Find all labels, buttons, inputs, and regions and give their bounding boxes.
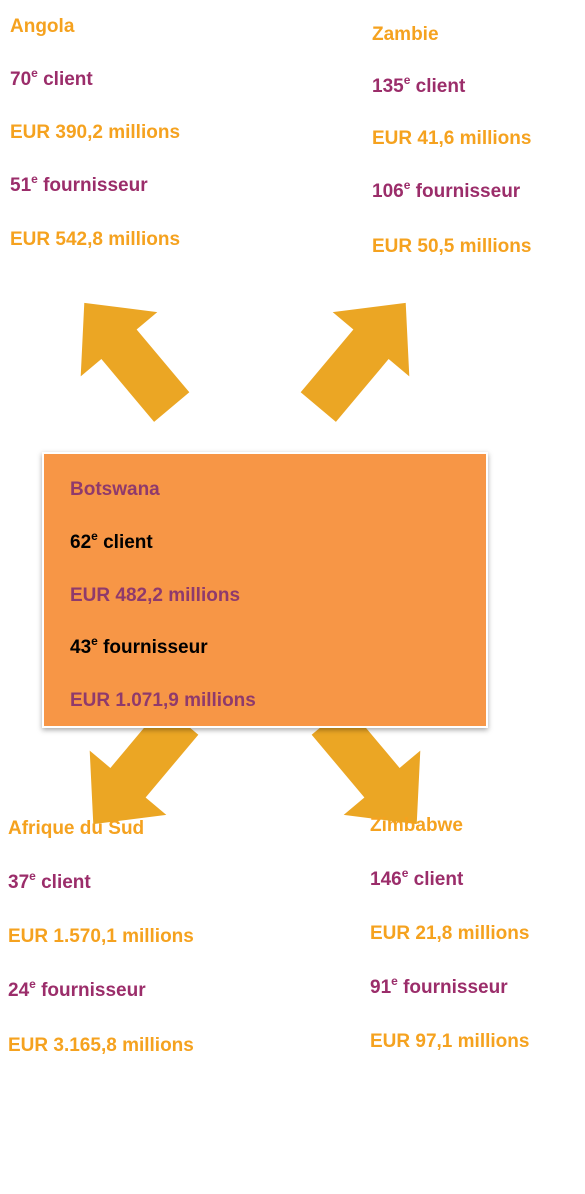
ordinal: e — [31, 172, 38, 186]
country-name: Botswana — [70, 479, 160, 501]
arrow — [279, 270, 445, 440]
rank: 91 — [370, 977, 392, 998]
supplier-rank: 43e fournisseur — [70, 634, 208, 659]
supplier-rank: 24e fournisseur — [8, 977, 146, 1002]
rank: 135 — [372, 76, 404, 97]
ordinal: e — [91, 529, 98, 543]
rank: 146 — [370, 869, 402, 890]
ordinal: e — [391, 974, 398, 988]
supplier-amount: EUR 97,1 millions — [370, 1031, 529, 1053]
amount: EUR 1.071,9 millions — [70, 690, 256, 711]
name: Zimbabwe — [370, 815, 463, 836]
supplier-rank: 106e fournisseur — [372, 178, 521, 203]
name: Botswana — [70, 479, 160, 500]
role: fournisseur — [103, 637, 208, 658]
role: client — [43, 69, 93, 90]
name: Afrique du Sud — [8, 818, 145, 839]
amount: EUR 97,1 millions — [370, 1031, 530, 1052]
role: client — [103, 532, 153, 553]
ordinal: e — [29, 977, 36, 991]
client-amount: EUR 41,6 millions — [372, 128, 531, 150]
rank: 24 — [8, 980, 30, 1001]
arrow — [45, 270, 211, 440]
amount: EUR 21,8 millions — [370, 923, 530, 944]
country-name: Zambie — [372, 24, 439, 46]
supplier-amount: EUR 50,5 millions — [372, 236, 531, 258]
rank: 62 — [70, 532, 92, 553]
client-rank: 146e client — [370, 866, 464, 891]
client-rank: 62e client — [70, 529, 153, 554]
supplier-rank: 91e fournisseur — [370, 974, 508, 999]
amount: EUR 3.165,8 millions — [8, 1035, 194, 1056]
name: Zambie — [372, 24, 439, 45]
amount: EUR 1.570,1 millions — [8, 926, 194, 947]
amount: EUR 542,8 millions — [10, 229, 181, 250]
ordinal: e — [401, 866, 409, 880]
client-amount: EUR 1.570,1 millions — [8, 926, 194, 948]
ordinal: e — [91, 634, 98, 648]
amount: EUR 390,2 millions — [10, 122, 181, 143]
rank: 43 — [70, 637, 92, 658]
country-name: Angola — [10, 16, 74, 38]
client-rank: 135e client — [372, 73, 466, 98]
role: fournisseur — [403, 977, 508, 998]
rank: 51 — [10, 175, 32, 196]
supplier-amount: EUR 542,8 millions — [10, 229, 180, 251]
rank: 37 — [8, 872, 30, 893]
ordinal: e — [403, 73, 411, 87]
supplier-amount: EUR 3.165,8 millions — [8, 1035, 194, 1057]
name: Angola — [10, 16, 75, 37]
role: client — [413, 869, 464, 890]
supplier-rank: 51e fournisseur — [10, 172, 148, 197]
country-name: Afrique du Sud — [8, 818, 144, 840]
client-amount: EUR 390,2 millions — [10, 122, 180, 144]
rank: 70 — [10, 69, 32, 90]
role: client — [41, 872, 91, 893]
role: fournisseur — [43, 175, 148, 196]
rank: 106 — [372, 181, 404, 202]
ordinal: e — [403, 178, 411, 192]
client-amount: EUR 482,2 millions — [70, 585, 240, 607]
client-amount: EUR 21,8 millions — [370, 923, 529, 945]
amount: EUR 41,6 millions — [372, 128, 532, 149]
amount: EUR 50,5 millions — [372, 236, 532, 257]
role: client — [415, 76, 466, 97]
role: fournisseur — [415, 181, 521, 202]
supplier-amount: EUR 1.071,9 millions — [70, 690, 256, 712]
ordinal: e — [31, 66, 38, 80]
center-box — [42, 452, 488, 728]
amount: EUR 482,2 millions — [70, 585, 241, 606]
country-name: Zimbabwe — [370, 815, 463, 837]
client-rank: 70e client — [10, 66, 93, 91]
client-rank: 37e client — [8, 869, 91, 894]
role: fournisseur — [41, 980, 146, 1001]
ordinal: e — [29, 869, 36, 883]
